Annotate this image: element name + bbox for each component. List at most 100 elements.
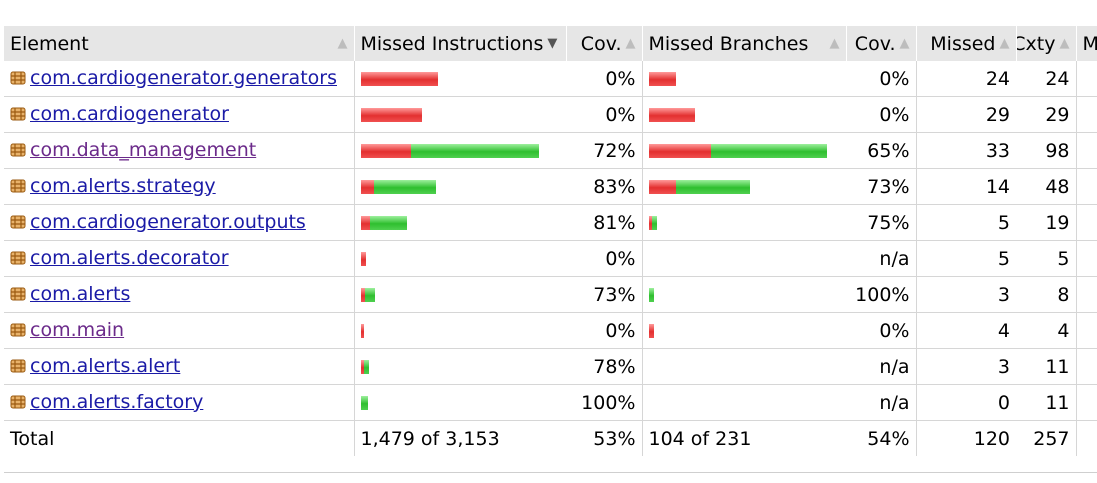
package-link[interactable]: com.cardiogenerator.generators bbox=[30, 66, 337, 89]
branches-bar bbox=[648, 179, 841, 194]
extra-cell bbox=[1075, 348, 1097, 385]
instructions-bar bbox=[360, 395, 561, 410]
col-element[interactable]: Element ▲︎ bbox=[4, 26, 354, 61]
total-instructions: 1,479 of 3,153 bbox=[353, 420, 566, 456]
instructions-missed-bar bbox=[360, 287, 365, 302]
col-missed[interactable]: Missed ▲ bbox=[915, 26, 1016, 61]
package-icon bbox=[10, 141, 26, 163]
col-extra[interactable]: M bbox=[1075, 26, 1097, 61]
sort-desc-icon: ▼ bbox=[547, 36, 558, 51]
col-missed-branches[interactable]: Missed Branches ▲ bbox=[641, 26, 846, 61]
extra-cell bbox=[1075, 168, 1097, 205]
instructions-cell bbox=[353, 276, 566, 313]
col-branch-cov[interactable]: Cov. ▲ bbox=[845, 26, 916, 61]
sort-icon: ▲ bbox=[625, 36, 636, 51]
branch-cov: n/a bbox=[846, 348, 916, 385]
branches-missed-bar bbox=[648, 107, 695, 122]
element-cell: com.cardiogenerator.generators bbox=[4, 61, 354, 97]
table-row: com.data_management 72% 65% 33 98 bbox=[4, 132, 1097, 169]
extra-cell bbox=[1075, 240, 1097, 277]
branches-bar bbox=[648, 71, 841, 86]
branches-cell bbox=[641, 204, 846, 241]
total-branch-cov: 54% bbox=[846, 420, 916, 456]
col-cxty[interactable]: Cxty ▲ bbox=[1015, 26, 1076, 61]
col-element-label: Element bbox=[10, 32, 89, 55]
cxty-count: 29 bbox=[1016, 96, 1076, 133]
instructions-bar bbox=[360, 287, 561, 302]
header-row: Element ▲︎ Missed Instructions ▼ Cov. ▲ Mis… bbox=[4, 26, 1097, 61]
element-cell: com.data_management bbox=[4, 132, 354, 169]
cxty-count: 24 bbox=[1016, 61, 1076, 97]
package-link[interactable]: com.alerts.strategy bbox=[30, 174, 216, 197]
missed-count: 5 bbox=[915, 240, 1016, 277]
branch-cov: n/a bbox=[846, 384, 916, 421]
branches-missed-bar bbox=[648, 71, 676, 86]
table-row: com.alerts.alert 78% n/a 3 11 bbox=[4, 348, 1097, 385]
missed-count: 3 bbox=[915, 348, 1016, 385]
branches-covered-bar bbox=[651, 215, 657, 230]
col-instr-cov[interactable]: Cov. ▲ bbox=[565, 26, 642, 61]
instructions-missed-bar bbox=[360, 215, 370, 230]
package-icon bbox=[10, 321, 26, 343]
element-cell: com.alerts.alert bbox=[4, 348, 354, 385]
instr-cov: 78% bbox=[566, 348, 642, 385]
instr-cov: 0% bbox=[566, 61, 642, 97]
branch-cov: 0% bbox=[846, 96, 916, 133]
branches-bar bbox=[648, 143, 841, 158]
instructions-bar bbox=[360, 251, 561, 266]
package-icon bbox=[10, 249, 26, 271]
package-link[interactable]: com.alerts.decorator bbox=[30, 246, 229, 269]
package-link[interactable]: com.alerts.alert bbox=[30, 354, 181, 377]
branches-cell bbox=[641, 132, 846, 169]
branches-cell bbox=[641, 276, 846, 313]
package-link[interactable]: com.cardiogenerator.outputs bbox=[30, 210, 306, 233]
instructions-missed-bar bbox=[360, 251, 366, 266]
package-link[interactable]: com.alerts.factory bbox=[30, 390, 204, 413]
branches-missed-bar bbox=[648, 215, 652, 230]
total-instr-cov: 53% bbox=[566, 420, 642, 456]
branches-cell bbox=[641, 384, 846, 421]
cxty-count: 5 bbox=[1016, 240, 1076, 277]
branches-cell bbox=[641, 61, 846, 97]
extra-cell bbox=[1075, 312, 1097, 349]
instr-cov: 0% bbox=[566, 312, 642, 349]
instructions-covered-bar bbox=[373, 179, 436, 194]
package-link[interactable]: com.data_management bbox=[30, 138, 257, 161]
missed-count: 5 bbox=[915, 204, 1016, 241]
branches-bar bbox=[648, 107, 841, 122]
instructions-missed-bar bbox=[360, 179, 374, 194]
col-branch-cov-label: Cov. bbox=[854, 32, 896, 55]
instructions-missed-bar bbox=[360, 107, 422, 122]
total-missed: 120 bbox=[915, 420, 1016, 456]
package-icon bbox=[10, 393, 26, 415]
col-cxty-label: Cxty bbox=[1016, 32, 1056, 55]
element-cell: com.cardiogenerator bbox=[4, 96, 354, 133]
package-link[interactable]: com.alerts bbox=[30, 282, 131, 305]
instructions-bar bbox=[360, 359, 561, 374]
instr-cov: 0% bbox=[566, 240, 642, 277]
table-row: com.alerts 73% 100% 3 8 bbox=[4, 276, 1097, 313]
instructions-cell bbox=[353, 204, 566, 241]
package-link[interactable]: com.cardiogenerator bbox=[30, 102, 229, 125]
branches-missed-bar bbox=[648, 323, 654, 338]
table-row: com.alerts.decorator 0% n/a 5 5 bbox=[4, 240, 1097, 277]
table-row: com.main 0% 0% 4 4 bbox=[4, 312, 1097, 349]
instructions-cell bbox=[353, 348, 566, 385]
extra-cell bbox=[1075, 96, 1097, 133]
total-cxty: 257 bbox=[1016, 420, 1076, 456]
instructions-missed-bar bbox=[360, 71, 438, 86]
branches-cell bbox=[641, 96, 846, 133]
instructions-cell bbox=[353, 168, 566, 205]
table-row: com.alerts.factory 100% n/a 0 11 bbox=[4, 384, 1097, 421]
branches-missed-bar bbox=[648, 179, 676, 194]
col-missed-instructions[interactable]: Missed Instructions ▼ bbox=[353, 26, 566, 61]
instr-cov: 73% bbox=[566, 276, 642, 313]
total-row: Total 1,479 of 3,153 53% 104 of 231 54% … bbox=[4, 420, 1097, 456]
instr-cov: 81% bbox=[566, 204, 642, 241]
extra-cell bbox=[1075, 61, 1097, 97]
element-cell: com.cardiogenerator.outputs bbox=[4, 204, 354, 241]
package-link[interactable]: com.main bbox=[30, 318, 125, 341]
package-icon bbox=[10, 105, 26, 127]
table-row: com.alerts.strategy 83% 73% 14 48 bbox=[4, 168, 1097, 205]
package-icon bbox=[10, 213, 26, 235]
